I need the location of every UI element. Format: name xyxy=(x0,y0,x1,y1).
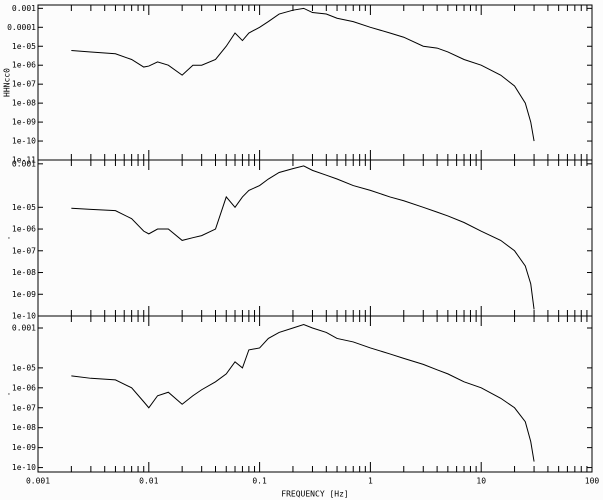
y-tick-label: 1e-09 xyxy=(12,118,36,127)
y-tick-label: 1e-09 xyxy=(12,290,36,299)
y-tick-label: 1e-05 xyxy=(12,203,36,212)
x-tick-label: 100 xyxy=(585,477,600,486)
y-tick-label: 0.0001 xyxy=(7,23,36,32)
x-tick-label: 0.1 xyxy=(252,477,267,486)
y-tick-label: 1e-08 xyxy=(12,99,36,108)
y-axis-label: HHNcc0 xyxy=(3,68,12,97)
y-tick-label: 1e-06 xyxy=(12,61,36,70)
y-tick-label: 1e-07 xyxy=(12,403,36,412)
spectrum-line xyxy=(71,323,535,462)
y-axis-label: . xyxy=(3,392,12,397)
y-tick-label: 1e-09 xyxy=(12,443,36,452)
y-tick-label: 1e-08 xyxy=(12,423,36,432)
y-tick-label: 1e-10 xyxy=(12,312,36,321)
x-axis-label: FREQUENCY [Hz] xyxy=(281,490,348,499)
y-tick-label: 1e-07 xyxy=(12,246,36,255)
spectrum-line xyxy=(71,165,535,310)
y-tick-label: 1e-06 xyxy=(12,383,36,392)
y-tick-label: 0.001 xyxy=(12,324,36,333)
plot-frame xyxy=(37,315,593,473)
y-tick-label: 1e-06 xyxy=(12,225,36,234)
y-tick-label: 0.001 xyxy=(12,159,36,168)
y-tick-label: 1e-11 xyxy=(12,156,36,165)
x-tick-label: 0.001 xyxy=(26,477,50,486)
spectrum-line xyxy=(71,7,535,142)
y-tick-label: 0.001 xyxy=(12,4,36,13)
x-tick-label: 10 xyxy=(476,477,486,486)
x-tick-label: 1 xyxy=(368,477,373,486)
y-tick-label: 1e-07 xyxy=(12,80,36,89)
y-axis-label: . xyxy=(3,236,12,241)
y-tick-label: 1e-10 xyxy=(12,463,36,472)
y-tick-label: 1e-08 xyxy=(12,268,36,277)
y-tick-label: 1e-10 xyxy=(12,137,36,146)
x-tick-label: 0.01 xyxy=(139,477,158,486)
y-tick-label: 1e-05 xyxy=(12,363,36,372)
y-tick-label: 1e-05 xyxy=(12,42,36,51)
